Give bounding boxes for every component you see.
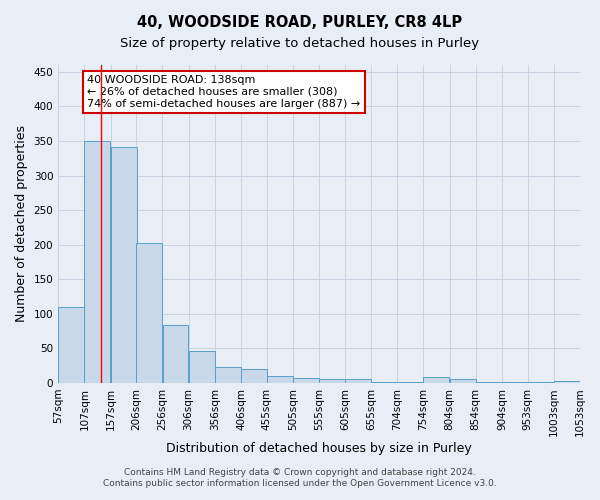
Text: 40, WOODSIDE ROAD, PURLEY, CR8 4LP: 40, WOODSIDE ROAD, PURLEY, CR8 4LP <box>137 15 463 30</box>
Bar <box>215 367 241 383</box>
Y-axis label: Number of detached properties: Number of detached properties <box>15 126 28 322</box>
Bar <box>319 379 345 383</box>
Bar <box>58 307 84 383</box>
Bar <box>528 382 554 383</box>
Bar <box>110 146 137 383</box>
Bar <box>189 351 215 383</box>
Text: Size of property relative to detached houses in Purley: Size of property relative to detached ho… <box>121 38 479 51</box>
Text: Contains HM Land Registry data © Crown copyright and database right 2024.
Contai: Contains HM Land Registry data © Crown c… <box>103 468 497 487</box>
Bar <box>554 381 580 383</box>
Bar <box>85 141 110 383</box>
Bar <box>241 369 267 383</box>
Bar <box>163 325 188 383</box>
Bar <box>371 382 398 383</box>
Text: 40 WOODSIDE ROAD: 138sqm
← 26% of detached houses are smaller (308)
74% of semi-: 40 WOODSIDE ROAD: 138sqm ← 26% of detach… <box>87 76 360 108</box>
Bar <box>267 376 293 383</box>
X-axis label: Distribution of detached houses by size in Purley: Distribution of detached houses by size … <box>166 442 472 455</box>
Bar <box>476 382 502 383</box>
Bar <box>293 378 319 383</box>
Bar <box>449 379 476 383</box>
Bar <box>424 378 449 383</box>
Bar <box>502 382 528 383</box>
Bar <box>136 244 162 383</box>
Bar <box>346 379 371 383</box>
Bar <box>397 382 423 383</box>
